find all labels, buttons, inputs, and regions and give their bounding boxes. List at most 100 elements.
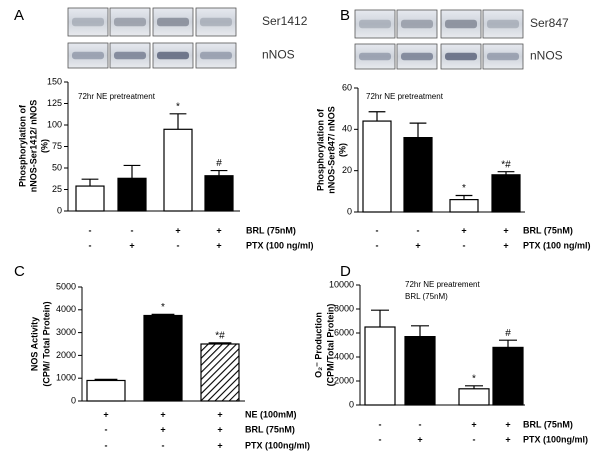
- blot-band: [401, 52, 433, 61]
- significance-mark: *#: [215, 331, 225, 342]
- blot-band: [114, 51, 146, 60]
- y-axis-label: Phosphorylation of: [17, 104, 27, 187]
- bar: [458, 388, 490, 406]
- condition-mark: -: [379, 419, 382, 429]
- condition-mark: +: [505, 434, 510, 444]
- condition-mark: +: [175, 225, 180, 235]
- bar: [200, 343, 240, 402]
- condition-label: BRL (75nM): [523, 419, 573, 429]
- condition-mark: +: [461, 225, 466, 235]
- condition-mark: -: [105, 424, 108, 434]
- blot-band: [445, 19, 477, 29]
- annotation: BRL (75nM): [405, 292, 448, 301]
- condition-mark: -: [419, 419, 422, 429]
- condition-label: BRL (75nM): [245, 424, 295, 434]
- condition-label: PTX (100ng/ml): [523, 434, 588, 444]
- condition-mark: +: [217, 409, 222, 419]
- blot-label: Ser847: [530, 16, 569, 30]
- panel-label: C: [14, 263, 25, 280]
- y-axis-label: nNOS-Ser1412/ nNOS: [28, 100, 38, 193]
- blot-band: [114, 17, 146, 27]
- bar: [75, 185, 105, 212]
- annotation: 72hr NE preatrement: [405, 280, 480, 289]
- condition-mark: +: [503, 240, 508, 250]
- blot-band: [157, 17, 189, 27]
- condition-mark: +: [503, 225, 508, 235]
- condition-mark: -: [177, 240, 180, 250]
- condition-label: BRL (75nM): [246, 225, 296, 235]
- y-axis-label: nNOS-Ser847/ nNOS: [326, 106, 336, 194]
- bar: [86, 379, 126, 402]
- condition-mark: -: [105, 440, 108, 450]
- blot-band: [401, 19, 433, 29]
- condition-mark: +: [415, 240, 420, 250]
- condition-mark: -: [376, 225, 379, 235]
- y-tick-label: 20: [342, 165, 352, 175]
- y-tick-label: 4000: [334, 351, 354, 361]
- y-tick-label: 125: [47, 98, 62, 108]
- bar: [492, 346, 524, 406]
- blot-band: [487, 19, 519, 29]
- blot-image: [482, 9, 524, 39]
- blot-label: nNOS: [530, 49, 563, 63]
- y-axis-label: (%): [39, 139, 49, 153]
- condition-label: NE (100mM): [245, 409, 297, 419]
- y-tick-label: 2000: [334, 375, 354, 385]
- condition-mark: +: [216, 240, 221, 250]
- condition-mark: +: [217, 424, 222, 434]
- y-tick-label: 4000: [56, 304, 76, 314]
- condition-mark: -: [463, 240, 466, 250]
- blot-label: nNOS: [262, 48, 295, 62]
- y-tick-label: 10000: [329, 279, 354, 289]
- condition-label: PTX (100 ng/ml): [523, 240, 591, 250]
- significance-mark: *: [462, 183, 466, 194]
- y-axis-label: (%): [337, 143, 347, 157]
- blot-band: [487, 52, 519, 61]
- blot-image: [195, 42, 237, 69]
- condition-mark: -: [89, 225, 92, 235]
- condition-mark: -: [131, 225, 134, 235]
- blot-image: [195, 7, 237, 37]
- y-tick-label: 150: [47, 76, 62, 86]
- condition-mark: +: [217, 440, 222, 450]
- y-axis-label: (CPM/Total Protein): [325, 304, 335, 387]
- significance-mark: *#: [501, 159, 511, 170]
- significance-mark: *: [176, 101, 180, 112]
- y-axis-label: (CPM/ Total Protein): [41, 301, 51, 386]
- condition-mark: +: [417, 434, 422, 444]
- panel-label: A: [14, 7, 24, 24]
- bar: [404, 336, 436, 406]
- condition-mark: -: [89, 240, 92, 250]
- annotation: 72hr NE pretreatment: [78, 92, 156, 101]
- blot-band: [72, 17, 104, 27]
- y-tick-label: 0: [349, 399, 354, 409]
- bar: [403, 137, 433, 213]
- condition-mark: +: [471, 419, 476, 429]
- y-axis-label: Phosphorylation of: [315, 108, 325, 191]
- condition-mark: +: [129, 240, 134, 250]
- y-tick-label: 2000: [56, 350, 76, 360]
- blot-band: [72, 51, 104, 60]
- condition-label: BRL (75nM): [523, 225, 573, 235]
- blot-label: Ser1412: [262, 14, 308, 28]
- condition-mark: +: [160, 409, 165, 419]
- y-tick-label: 3000: [56, 327, 76, 337]
- blot-band: [200, 51, 232, 60]
- y-tick-label: 6000: [334, 327, 354, 337]
- blot-band: [359, 19, 391, 29]
- blot-image: [354, 9, 396, 39]
- panel-label: D: [340, 263, 351, 280]
- y-tick-label: 1000: [56, 373, 76, 383]
- y-tick-label: 5000: [56, 281, 76, 291]
- bar: [204, 175, 234, 212]
- significance-mark: *: [161, 302, 165, 313]
- bar: [163, 128, 193, 212]
- bar: [449, 199, 479, 213]
- y-tick-label: 75: [52, 141, 62, 151]
- annotation: 72hr NE pretreatment: [366, 92, 444, 101]
- blot-image: [354, 43, 396, 70]
- condition-mark: -: [417, 225, 420, 235]
- condition-mark: +: [505, 419, 510, 429]
- bar: [362, 120, 392, 213]
